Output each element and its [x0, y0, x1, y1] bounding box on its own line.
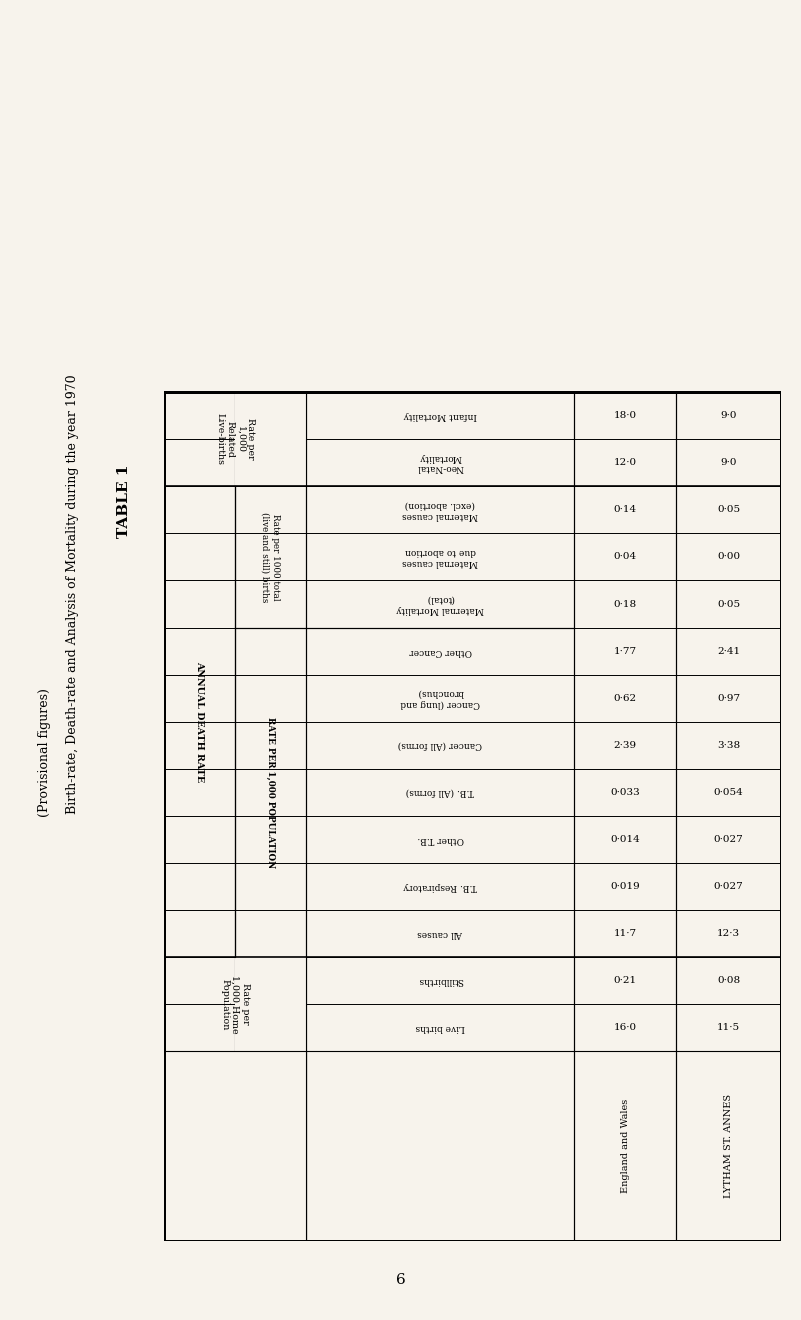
- Text: Stillbirths: Stillbirths: [417, 977, 463, 985]
- Text: 0·14: 0·14: [614, 506, 637, 515]
- Text: England and Wales: England and Wales: [621, 1100, 630, 1193]
- Text: Cancer (All forms): Cancer (All forms): [398, 741, 482, 750]
- Text: 0·033: 0·033: [610, 788, 640, 797]
- Bar: [164, 392, 781, 1241]
- Text: 0·05: 0·05: [717, 599, 740, 609]
- Text: Cancer (lung and
bronchus): Cancer (lung and bronchus): [400, 689, 480, 708]
- Text: 2·39: 2·39: [614, 741, 637, 750]
- Text: 0·08: 0·08: [717, 977, 740, 985]
- Text: 12·3: 12·3: [717, 929, 740, 939]
- Text: 0·00: 0·00: [717, 553, 740, 561]
- Text: TABLE 1: TABLE 1: [117, 465, 131, 539]
- Text: Other T.B.: Other T.B.: [417, 836, 464, 843]
- Bar: [235, 1051, 306, 1241]
- Text: 11·5: 11·5: [717, 1023, 740, 1032]
- Bar: [235, 392, 306, 486]
- Text: RATE PER 1,000 POPULATION: RATE PER 1,000 POPULATION: [266, 717, 275, 869]
- Text: 11·7: 11·7: [614, 929, 637, 939]
- Text: 0·019: 0·019: [610, 882, 640, 891]
- Text: 0·054: 0·054: [714, 788, 743, 797]
- Text: 0·04: 0·04: [614, 553, 637, 561]
- Text: 2·41: 2·41: [717, 647, 740, 656]
- Text: Maternal causes
(excl. abortion): Maternal causes (excl. abortion): [402, 500, 478, 520]
- Text: 18·0: 18·0: [614, 411, 637, 420]
- Text: Other Cancer: Other Cancer: [409, 647, 472, 656]
- Text: 0·97: 0·97: [717, 694, 740, 702]
- Text: 3·38: 3·38: [717, 741, 740, 750]
- Text: 9·0: 9·0: [720, 458, 737, 467]
- Text: 16·0: 16·0: [614, 1023, 637, 1032]
- Text: Neo-Natal
Mortality: Neo-Natal Mortality: [417, 453, 464, 473]
- Text: 0·027: 0·027: [714, 882, 743, 891]
- Text: LYTHAM ST. ANNES: LYTHAM ST. ANNES: [724, 1094, 733, 1199]
- Text: 0·18: 0·18: [614, 599, 637, 609]
- Text: 1·77: 1·77: [614, 647, 637, 656]
- Bar: [235, 957, 306, 1051]
- Text: Rate per 1000 total
(live and still) births: Rate per 1000 total (live and still) bir…: [261, 512, 280, 602]
- Text: Maternal Mortality
(total): Maternal Mortality (total): [396, 594, 484, 614]
- Text: T.B. (All forms): T.B. (All forms): [406, 788, 474, 797]
- Bar: [164, 392, 781, 1241]
- Text: 0·21: 0·21: [614, 977, 637, 985]
- Text: All causes: All causes: [417, 929, 463, 939]
- Text: Maternal causes
due to abortion: Maternal causes due to abortion: [402, 548, 478, 566]
- Text: Infant Mortality: Infant Mortality: [404, 411, 477, 420]
- Text: 0·62: 0·62: [614, 694, 637, 702]
- Text: 6: 6: [396, 1272, 405, 1287]
- Bar: [164, 1051, 235, 1241]
- Text: T.B. Respiratory: T.B. Respiratory: [404, 882, 477, 891]
- Text: 0·027: 0·027: [714, 836, 743, 843]
- Bar: [164, 392, 781, 1241]
- Text: ANNUAL DEATH RATE: ANNUAL DEATH RATE: [195, 661, 204, 783]
- Text: Birth-rate, Death-rate and Analysis of Mortality during the year 1970: Birth-rate, Death-rate and Analysis of M…: [66, 374, 78, 814]
- Text: Live births: Live births: [416, 1023, 465, 1032]
- Text: (Provisional figures): (Provisional figures): [38, 688, 50, 817]
- Text: 0·014: 0·014: [610, 836, 640, 843]
- Text: Rate per
1,000 Home
Population: Rate per 1,000 Home Population: [220, 975, 250, 1034]
- Text: 12·0: 12·0: [614, 458, 637, 467]
- Text: 9·0: 9·0: [720, 411, 737, 420]
- Text: 0·05: 0·05: [717, 506, 740, 515]
- Text: Rate per
1,000
Related
Live-births: Rate per 1,000 Related Live-births: [215, 413, 256, 465]
